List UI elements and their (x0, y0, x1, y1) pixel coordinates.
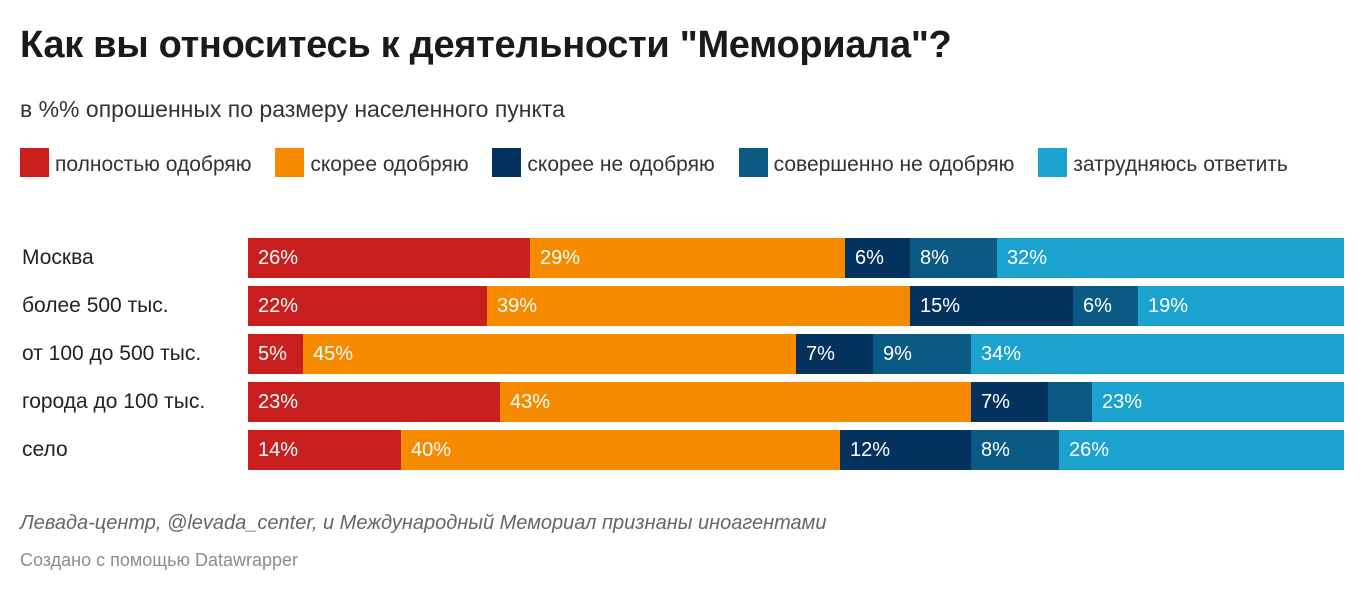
bar-value-label: 26% (1069, 439, 1110, 461)
bar-value-label: 45% (313, 343, 354, 365)
bar-segment: 14% (248, 430, 401, 470)
bar-segment: 39% (487, 286, 910, 326)
legend-swatch (738, 148, 768, 177)
chart-subtitle: в %% опрошенных по размеру населенного п… (20, 96, 565, 122)
bar-segment: 29% (530, 238, 845, 278)
stacked-bar-chart: Москва 26% 29% 6% 8% 32% более 500 тыс. 22% 39% 1… (0, 238, 1366, 470)
bar-value-label: 26% (258, 247, 299, 269)
legend-label: скорее одобряю (310, 153, 469, 176)
stacked-bar: 23% 43% 7% 23% (248, 382, 1344, 422)
bar-segment: 26% (1059, 430, 1344, 470)
bar-value-label: 40% (411, 439, 452, 461)
chart-row: более 500 тыс. 22% 39% 15% 6% 19% (0, 286, 1366, 326)
bar-segment: 7% (971, 382, 1048, 422)
legend-label: скорее не одобряю (527, 153, 715, 176)
legend-label: совершенно не одобряю (773, 153, 1015, 176)
bar-segment: 34% (971, 334, 1344, 374)
category-label: село (22, 438, 68, 461)
bar-value-label: 29% (540, 247, 581, 269)
bar-value-label: 5% (258, 343, 287, 365)
bar-segment: 5% (248, 334, 303, 374)
bar-value-label: 14% (258, 439, 299, 461)
chart-row: Москва 26% 29% 6% 8% 32% (0, 238, 1366, 278)
legend-label: затрудняюсь ответить (1073, 153, 1288, 176)
bar-segment: 23% (1092, 382, 1344, 422)
bar-segment: 7% (796, 334, 873, 374)
legend-item: скорее не одобряю (492, 148, 715, 177)
category-label: Москва (22, 246, 94, 269)
category-label: города до 100 тыс. (22, 390, 206, 413)
bar-value-label: 9% (883, 343, 912, 365)
stacked-bar: 26% 29% 6% 8% 32% (248, 238, 1344, 278)
bar-segment: 6% (845, 238, 910, 278)
bar-value-label: 23% (258, 391, 299, 413)
bar-value-label: 43% (510, 391, 551, 413)
bar-value-label: 39% (497, 295, 538, 317)
bar-segment: 8% (910, 238, 997, 278)
bar-segment: 19% (1138, 286, 1344, 326)
bar-segment: 22% (248, 286, 487, 326)
chart-row: село 14% 40% 12% 8% 26% (0, 430, 1366, 470)
chart-title: Как вы относитесь к деятельности "Мемори… (20, 24, 952, 66)
legend-swatch (275, 148, 305, 177)
chart-row: города до 100 тыс. 23% 43% 7% 23% (0, 382, 1366, 422)
stacked-bar: 14% 40% 12% 8% 26% (248, 430, 1344, 470)
legend: полностью одобряю скорее одобряю скорее … (20, 148, 1340, 182)
stacked-bar: 22% 39% 15% 6% 19% (248, 286, 1344, 326)
legend-swatch (20, 148, 49, 177)
bar-value-label: 32% (1007, 247, 1048, 269)
bar-segment: 8% (971, 430, 1059, 470)
legend-label: полностью одобряю (55, 153, 252, 176)
legend-swatch (492, 148, 522, 177)
bar-segment: 15% (910, 286, 1073, 326)
chart-row: от 100 до 500 тыс. 5% 45% 7% 9% 34% (0, 334, 1366, 374)
legend-item: скорее одобряю (275, 148, 469, 177)
bar-value-label: 15% (920, 295, 961, 317)
bar-value-label: 19% (1148, 295, 1189, 317)
stacked-bar: 5% 45% 7% 9% 34% (248, 334, 1344, 374)
legend-item: полностью одобряю (20, 148, 252, 177)
bar-value-label: 12% (850, 439, 891, 461)
bar-value-label: 6% (855, 247, 884, 269)
bar-segment (1048, 382, 1092, 422)
bar-value-label: 6% (1083, 295, 1112, 317)
legend-item: совершенно не одобряю (738, 148, 1015, 177)
legend-item: затрудняюсь ответить (1038, 148, 1288, 177)
legend-swatch (1038, 148, 1068, 177)
bar-segment: 26% (248, 238, 530, 278)
credit-line: Создано с помощью Datawrapper (20, 550, 299, 570)
category-label: более 500 тыс. (22, 294, 169, 317)
bar-segment: 32% (997, 238, 1344, 278)
bar-value-label: 22% (258, 295, 299, 317)
bar-value-label: 8% (981, 439, 1010, 461)
bar-value-label: 34% (981, 343, 1022, 365)
category-label: от 100 до 500 тыс. (22, 342, 202, 365)
bar-segment: 9% (873, 334, 971, 374)
footnote: Левада-центр, @levada_center, и Междунар… (20, 512, 827, 534)
bar-segment: 23% (248, 382, 500, 422)
bar-segment: 6% (1073, 286, 1138, 326)
bar-value-label: 23% (1102, 391, 1143, 413)
bar-value-label: 7% (806, 343, 835, 365)
bar-segment: 45% (303, 334, 796, 374)
bar-segment: 43% (500, 382, 971, 422)
bar-value-label: 7% (981, 391, 1010, 413)
bar-segment: 12% (840, 430, 971, 470)
bar-value-label: 8% (920, 247, 949, 269)
bar-segment: 40% (401, 430, 840, 470)
